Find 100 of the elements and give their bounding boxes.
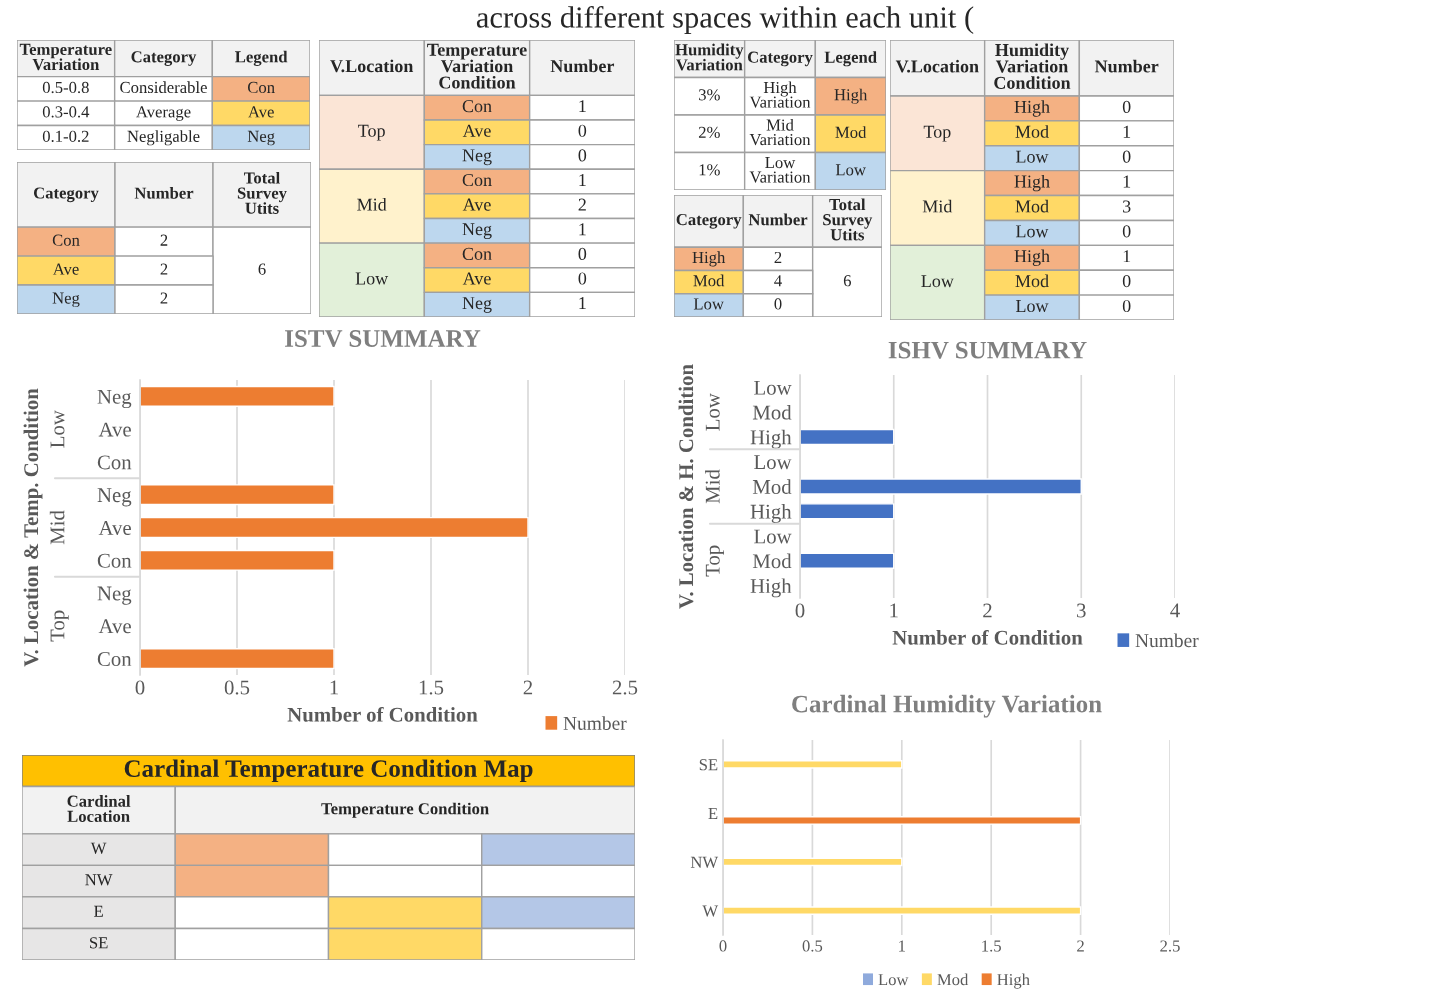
text: Mod: [835, 126, 867, 138]
category-label: Legend: [824, 51, 877, 67]
text: 0: [1122, 225, 1131, 238]
y-tick-label: W: [702, 905, 719, 917]
text: 2: [578, 198, 586, 211]
text: Low: [1015, 225, 1049, 238]
y-axis-title: V. Location & H. Condition: [678, 364, 694, 609]
text: 2: [774, 251, 782, 263]
category-label: Temperature Variation Condition: [427, 43, 527, 89]
x-tick-label: 2: [983, 603, 992, 618]
category-label: Cardinal Location: [67, 795, 131, 822]
text: High Variation: [749, 81, 811, 108]
y-tick-label: High: [750, 504, 792, 523]
category-label: Temperature Variation: [19, 43, 112, 71]
text: 2: [160, 292, 168, 304]
text: Top: [705, 545, 724, 577]
category-label: Number: [134, 187, 194, 199]
chart-title: ISTV SUMMARY: [285, 330, 481, 348]
text: Low: [355, 272, 389, 285]
x-axis-title: Number of Condition: [287, 706, 478, 722]
text: Mid Variation: [749, 118, 811, 146]
text: 2%: [698, 126, 720, 138]
text: Mid: [357, 198, 387, 211]
text: High: [834, 88, 868, 104]
x-tick-label: 2: [1077, 940, 1084, 952]
text: High: [1014, 249, 1050, 266]
text: Mid: [49, 510, 65, 545]
y-tick-label: Mod: [752, 479, 792, 494]
text: Mod: [1015, 125, 1049, 138]
x-tick-label: 4: [1170, 603, 1180, 618]
text: Low Variation: [749, 157, 811, 183]
y-axis-title: V. Location & Temp. Condition: [23, 388, 43, 667]
text: Low: [50, 410, 65, 448]
x-axis-title: Number of Condition: [892, 629, 1083, 645]
text: 1%: [699, 164, 720, 176]
text: Top: [50, 610, 69, 642]
chart-title: Cardinal Humidity Variation: [792, 694, 1102, 718]
legend-label: Number: [563, 716, 627, 730]
text: 3: [1123, 200, 1131, 213]
x-tick-label: 0.5: [802, 940, 823, 952]
y-tick-label: Ave: [98, 619, 131, 634]
category-label: Humidity Variation: [675, 43, 744, 71]
text: Top: [923, 125, 951, 142]
text: 0: [578, 149, 587, 162]
x-tick-label: 0: [719, 940, 727, 952]
category-label: Category: [747, 51, 813, 67]
category-label: Category: [33, 187, 99, 203]
x-tick-label: 0: [795, 603, 805, 618]
text: 0.5-0.8: [42, 81, 89, 94]
chart-title: ISHV SUMMARY: [888, 341, 1087, 359]
text: Average: [136, 106, 191, 121]
category-label: Category: [131, 51, 197, 66]
text: Cardinal Temperature Condition Map: [124, 759, 533, 783]
text: 0: [1122, 299, 1131, 313]
text: Mod: [1015, 274, 1049, 288]
y-tick-label: Mod: [752, 553, 792, 569]
text: 6: [258, 263, 266, 275]
text: 1: [579, 297, 586, 310]
text: 0: [578, 124, 587, 137]
category-label: Total Survey Utits: [237, 171, 287, 214]
category-label: Temperature Condition: [321, 802, 489, 818]
text: 0: [578, 272, 587, 285]
y-tick-label: High: [750, 429, 792, 449]
category-label: V.Location: [330, 59, 414, 73]
y-tick-label: Ave: [98, 422, 131, 437]
category-label: Humidity Variation Condition: [994, 43, 1071, 89]
legend-label: Number: [1135, 633, 1199, 648]
category-label: Category: [676, 213, 742, 229]
x-tick-label: 2.5: [612, 680, 638, 695]
text: Mid: [705, 469, 720, 504]
text: Neg: [52, 292, 80, 308]
text: Top: [358, 124, 385, 141]
legend-label: Mod: [937, 973, 969, 986]
y-tick-label: Low: [754, 380, 792, 395]
x-tick-label: 1: [890, 603, 898, 618]
text: Considerable: [120, 81, 207, 94]
text: Con: [462, 173, 492, 187]
x-tick-label: 2: [523, 680, 533, 695]
y-tick-label: Neg: [97, 488, 132, 507]
x-tick-label: 1: [899, 940, 905, 952]
text: 2: [160, 263, 168, 275]
text: 6: [843, 275, 851, 287]
text: Ave: [52, 263, 79, 275]
x-tick-label: 1.5: [982, 940, 1001, 952]
text: Negligable: [127, 130, 200, 146]
x-tick-label: 0.5: [224, 680, 250, 695]
legend-label: High: [997, 973, 1030, 989]
category-label: Number: [1094, 59, 1159, 73]
text: 0: [774, 298, 782, 310]
text: Neg: [247, 130, 275, 146]
text: NW: [85, 874, 113, 886]
category-label: Number: [550, 59, 615, 73]
text: 2: [160, 234, 168, 246]
category-label: V.Location: [895, 59, 979, 73]
y-tick-label: E: [708, 807, 718, 819]
text: Con: [462, 247, 492, 260]
text: Mid: [922, 199, 953, 213]
y-tick-label: Low: [754, 529, 792, 544]
text: 0: [1122, 275, 1131, 288]
text: Neg: [462, 297, 492, 313]
